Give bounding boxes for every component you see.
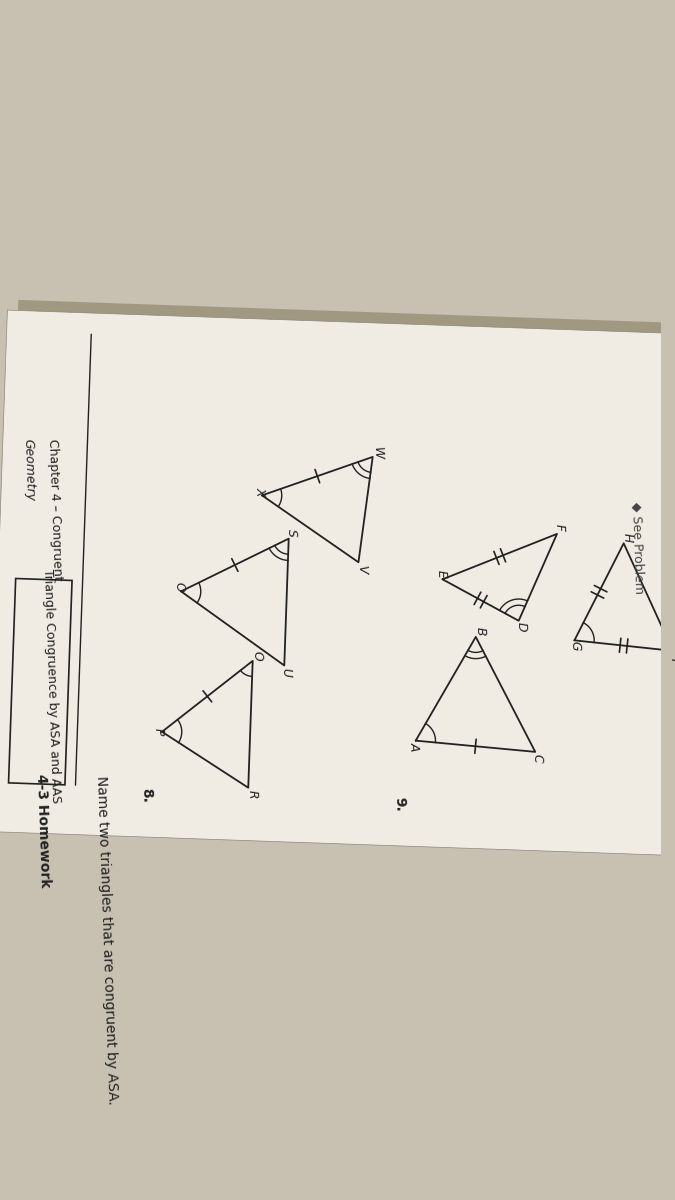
Text: B: B bbox=[473, 626, 487, 635]
Polygon shape bbox=[9, 578, 72, 785]
Text: R: R bbox=[245, 790, 259, 799]
Text: V: V bbox=[355, 564, 368, 574]
Text: O: O bbox=[173, 582, 186, 593]
Text: O: O bbox=[250, 650, 264, 661]
Text: U: U bbox=[279, 667, 292, 677]
Text: X: X bbox=[254, 486, 267, 496]
Text: A: A bbox=[408, 742, 421, 751]
Text: E: E bbox=[434, 570, 448, 578]
Text: Geometry: Geometry bbox=[22, 438, 37, 500]
Text: 8.: 8. bbox=[139, 788, 153, 803]
Polygon shape bbox=[0, 310, 675, 862]
Polygon shape bbox=[0, 300, 675, 852]
Text: ◆ See Problem: ◆ See Problem bbox=[629, 502, 645, 594]
Text: Chapter 4 – Congruent: Chapter 4 – Congruent bbox=[47, 439, 64, 581]
Text: G: G bbox=[568, 641, 581, 650]
Text: Triangle Congruence by ASA and AAS: Triangle Congruence by ASA and AAS bbox=[41, 569, 62, 804]
Text: W: W bbox=[371, 446, 384, 460]
Text: H: H bbox=[621, 533, 634, 542]
Text: 4-3 Homework: 4-3 Homework bbox=[34, 773, 51, 887]
Text: D: D bbox=[515, 622, 529, 631]
Text: 9.: 9. bbox=[393, 797, 407, 812]
Text: F: F bbox=[553, 523, 566, 532]
Text: S: S bbox=[285, 528, 298, 536]
Text: I: I bbox=[668, 658, 675, 662]
Text: C: C bbox=[530, 754, 543, 763]
Text: Name two triangles that are congruent by ASA.: Name two triangles that are congruent by… bbox=[94, 775, 119, 1105]
Text: P: P bbox=[151, 727, 165, 736]
